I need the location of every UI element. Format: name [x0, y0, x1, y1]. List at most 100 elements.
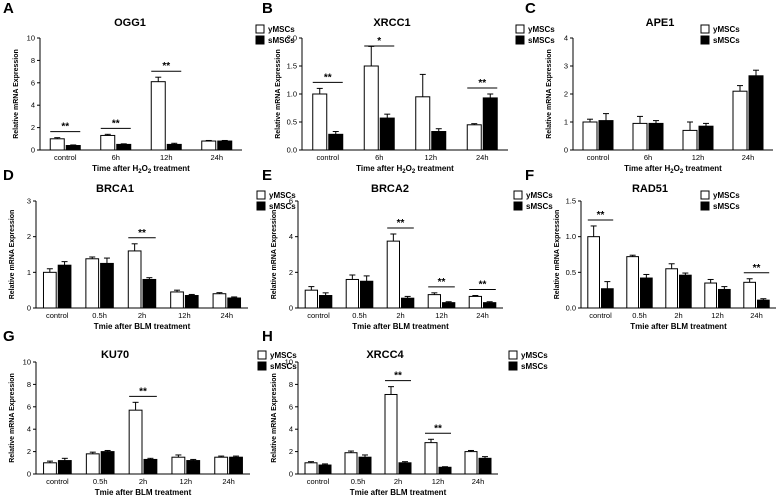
legend-label-smscs: sMSCs: [528, 36, 555, 45]
significance-label: **: [61, 122, 69, 133]
legend-label-ymscs: yMSCs: [713, 191, 740, 200]
significance-label: **: [478, 78, 486, 89]
y-tick-label: 3: [564, 62, 568, 71]
y-tick-label: 6: [31, 78, 35, 87]
bar-sMSCs: [757, 299, 770, 309]
label-part: Tmie after BLM treatment: [94, 322, 191, 331]
x-axis-label: Tmie after BLM treatment: [630, 322, 727, 331]
x-tick-label: control: [587, 153, 610, 162]
label-part: Time after H: [356, 164, 402, 173]
bar-yMSCs: [466, 124, 482, 151]
bar-sMSCs: [319, 295, 333, 309]
legend-swatch-smscs: [256, 201, 266, 211]
bar-sMSCs: [398, 462, 412, 475]
significance-label: **: [138, 228, 146, 239]
bar-yMSCs: [468, 295, 483, 309]
x-tick-label: control: [307, 311, 330, 320]
bar-sMSCs: [65, 145, 81, 151]
bar-yMSCs: [171, 456, 186, 475]
y-axis-label: Relative mRNA Expression: [271, 373, 278, 463]
bar-yMSCs: [386, 240, 401, 309]
x-axis-label: Tmie after BLM treatment: [350, 488, 447, 495]
x-tick-label: 24h: [476, 311, 489, 320]
x-tick-label: 2h: [396, 311, 404, 320]
bar-yMSCs: [85, 453, 100, 475]
panel-letter: G: [3, 328, 15, 345]
bar-sMSCs: [328, 133, 344, 151]
legend-label-ymscs: yMSCs: [268, 25, 295, 34]
x-tick-label: 2h: [674, 311, 682, 320]
y-tick-label: 2: [289, 268, 293, 277]
chart-title: XRCC1: [373, 17, 410, 29]
x-tick-label: 2h: [394, 477, 402, 486]
x-axis-label: Tmie after BLM treatment: [352, 322, 449, 331]
legend-swatch-smscs: [513, 201, 523, 211]
y-tick-label: 4: [31, 101, 35, 110]
x-tick-label: control: [54, 153, 77, 162]
label-part: Time after H: [92, 164, 138, 173]
bar-sMSCs: [648, 122, 664, 151]
y-tick-label: 2: [289, 447, 293, 456]
bar-sMSCs: [679, 274, 692, 309]
bar-yMSCs: [415, 96, 431, 151]
label-part: Time after H: [624, 164, 670, 173]
legend-label-ymscs: yMSCs: [526, 191, 553, 200]
significance-label: **: [753, 263, 761, 274]
y-axis-label: Relative mRNA Expression: [275, 49, 282, 139]
legend-label-ymscs: yMSCs: [269, 191, 296, 200]
panel-g: G KU70 0 2 4 6 8 10 Relative mRNA Expression cont…: [3, 328, 297, 495]
bar-yMSCs: [344, 452, 358, 475]
x-tick-label: 24h: [210, 153, 223, 162]
bar-yMSCs: [304, 289, 319, 309]
legend-swatch-ymscs: [515, 24, 525, 34]
x-tick-label: 12h: [435, 311, 448, 320]
subscript: 2: [402, 169, 406, 175]
y-tick-label: 2: [564, 90, 568, 99]
panel-h: H XRCC4 0 2 4 6 8 10 Relative mRNA Expression con…: [262, 328, 548, 495]
y-tick-label: 1: [564, 118, 568, 127]
bar-sMSCs: [142, 278, 157, 309]
x-tick-label: 12h: [160, 153, 173, 162]
panel-letter: C: [525, 0, 536, 17]
legend-label-smscs: sMSCs: [268, 36, 295, 45]
label-part: Tmie after BLM treatment: [630, 322, 727, 331]
y-tick-label: 3: [27, 197, 31, 206]
legend-swatch-ymscs: [508, 350, 518, 360]
chart-title: OGG1: [114, 17, 146, 29]
label-part: Tmie after BLM treatment: [95, 488, 192, 495]
bar-yMSCs: [665, 268, 678, 309]
x-tick-label: 24h: [472, 477, 485, 486]
bar-sMSCs: [438, 466, 452, 475]
legend-swatch-ymscs: [700, 190, 710, 200]
bar-yMSCs: [424, 442, 438, 475]
bar-sMSCs: [143, 458, 158, 475]
bar-yMSCs: [582, 121, 598, 151]
x-tick-label: 24h: [221, 311, 234, 320]
bar-sMSCs: [601, 288, 614, 309]
bar-yMSCs: [384, 393, 398, 475]
panel-e: E BRCA2 0 2 4 6 Relative mRNA Expression contro…: [262, 167, 553, 331]
legend-swatch-ymscs: [256, 190, 266, 200]
legend-label-smscs: sMSCs: [269, 202, 296, 211]
panel-a: A OGG1 0 2 4 6 8 10 Relative mRNA Expression cont…: [3, 0, 295, 175]
legend-label-ymscs: yMSCs: [528, 25, 555, 34]
bar-yMSCs: [214, 456, 229, 475]
subscript: 2: [680, 169, 684, 175]
bar-yMSCs: [170, 291, 184, 309]
bar-yMSCs: [732, 90, 748, 151]
bar-sMSCs: [100, 262, 114, 309]
panel-letter: F: [525, 167, 534, 184]
y-tick-label: 2: [31, 123, 35, 132]
label-part: O: [674, 164, 680, 173]
x-tick-label: control: [307, 477, 330, 486]
y-tick-label: 8: [27, 380, 31, 389]
y-tick-label: 0.0: [566, 304, 576, 313]
y-tick-label: 1.0: [566, 232, 576, 241]
panel-b: B XRCC1 0.0 0.5 1.0 1.5 2.0 Relative mRNA Expre…: [262, 0, 555, 175]
legend-swatch-ymscs: [255, 24, 265, 34]
bar-yMSCs: [128, 409, 143, 475]
bar-yMSCs: [632, 122, 648, 151]
x-tick-label: 6h: [644, 153, 652, 162]
label-part: treatment: [683, 164, 722, 173]
chart-title: BRCA1: [96, 183, 134, 195]
